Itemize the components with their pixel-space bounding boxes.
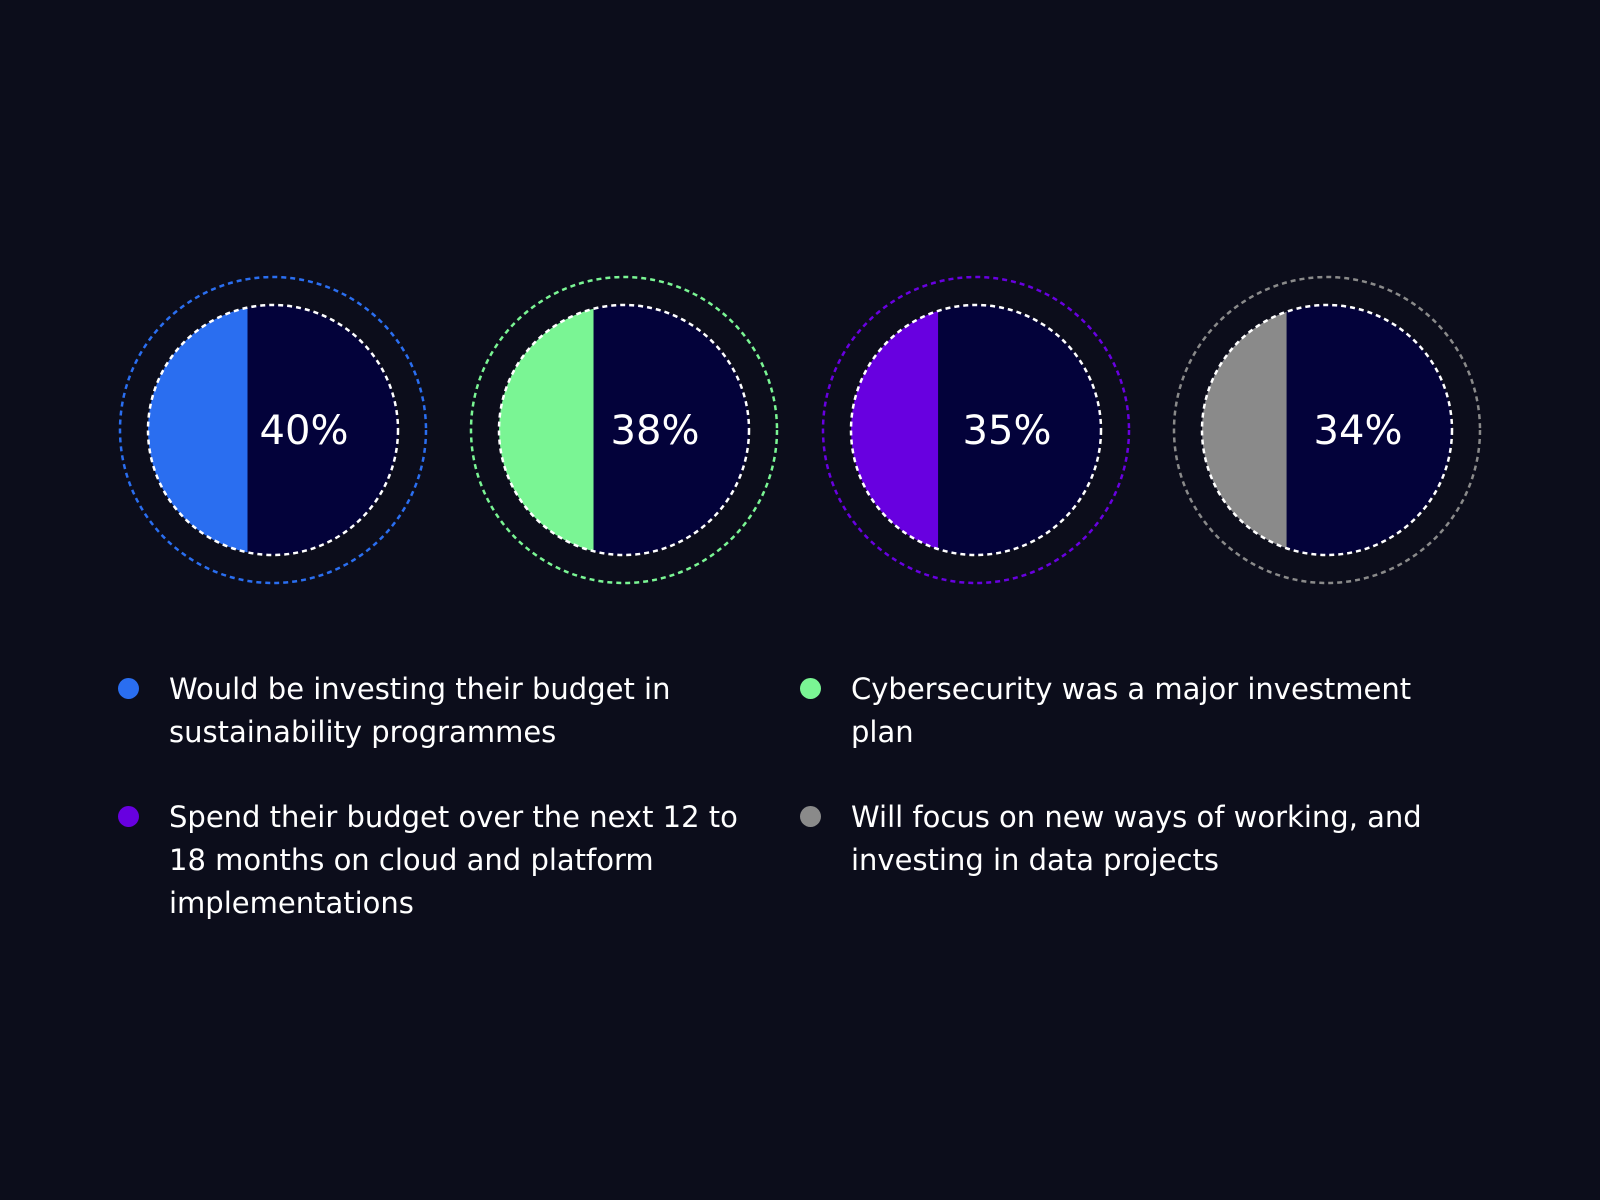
percent-label: 34%: [1314, 408, 1403, 454]
value-segment: [850, 310, 939, 550]
inner-ring: [1200, 303, 1454, 557]
chart-data-projects: 34%: [1172, 275, 1482, 585]
legend-item-sustainability: Would be investing their budget in susta…: [118, 668, 778, 754]
legend-label: Cybersecurity was a major investment pla…: [851, 672, 1412, 749]
value-segment: [499, 308, 594, 552]
legend-dot-purple: [118, 806, 139, 827]
value-segment: [147, 307, 248, 553]
outer-ring: [469, 275, 779, 585]
percent-label: 38%: [611, 408, 700, 454]
inner-ring: [146, 303, 400, 557]
chart-cloud: 35%: [821, 275, 1131, 585]
legend-dot-grey: [800, 806, 821, 827]
legend-item-data-projects: Will focus on new ways of working, and i…: [800, 796, 1480, 882]
percent-label: 35%: [963, 408, 1052, 454]
legend-label: Will focus on new ways of working, and i…: [851, 800, 1422, 877]
value-segment: [1201, 311, 1287, 549]
outer-ring: [1172, 275, 1482, 585]
percent-label: 40%: [260, 408, 349, 454]
legend-label: Would be investing their budget in susta…: [169, 672, 671, 749]
legend-dot-green: [800, 678, 821, 699]
chart-sustainability: 40%: [118, 275, 428, 585]
legend-item-cloud: Spend their budget over the next 12 to 1…: [118, 796, 778, 925]
outer-ring: [821, 275, 1131, 585]
outer-ring: [118, 275, 428, 585]
inner-ring: [497, 303, 751, 557]
legend-label: Spend their budget over the next 12 to 1…: [169, 800, 738, 920]
inner-ring: [849, 303, 1103, 557]
legend-item-cybersecurity: Cybersecurity was a major investment pla…: [800, 668, 1480, 754]
chart-cybersecurity: 38%: [469, 275, 779, 585]
legend-dot-blue: [118, 678, 139, 699]
